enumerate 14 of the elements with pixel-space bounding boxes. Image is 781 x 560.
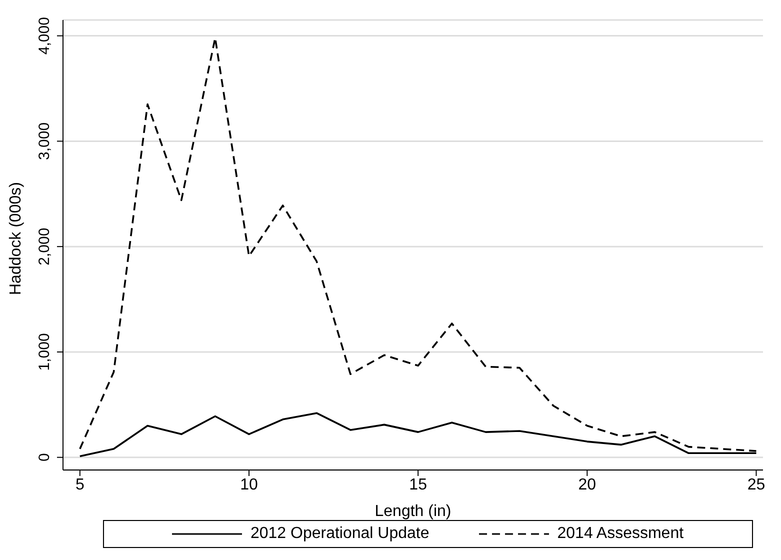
x-tick-label: 5 [75,476,84,494]
y-tick-label: 4,000 [36,17,53,55]
x-tick-label: 20 [578,476,596,494]
y-tick-label: 0 [36,453,53,462]
x-tick-label: 15 [409,476,428,494]
y-tick-label: 3,000 [36,122,53,160]
y-tick-label: 2,000 [36,228,53,266]
x-tick-label: 25 [747,476,766,494]
legend-label: 2014 Assessment [556,525,684,543]
y-axis-title: Haddock (000s) [8,182,25,295]
y-tick-label: 1,000 [36,333,53,371]
legend-label: 2012 Operational Update [249,525,430,543]
x-tick-label: 10 [240,476,258,494]
x-axis-title: Length (in) [374,503,452,520]
